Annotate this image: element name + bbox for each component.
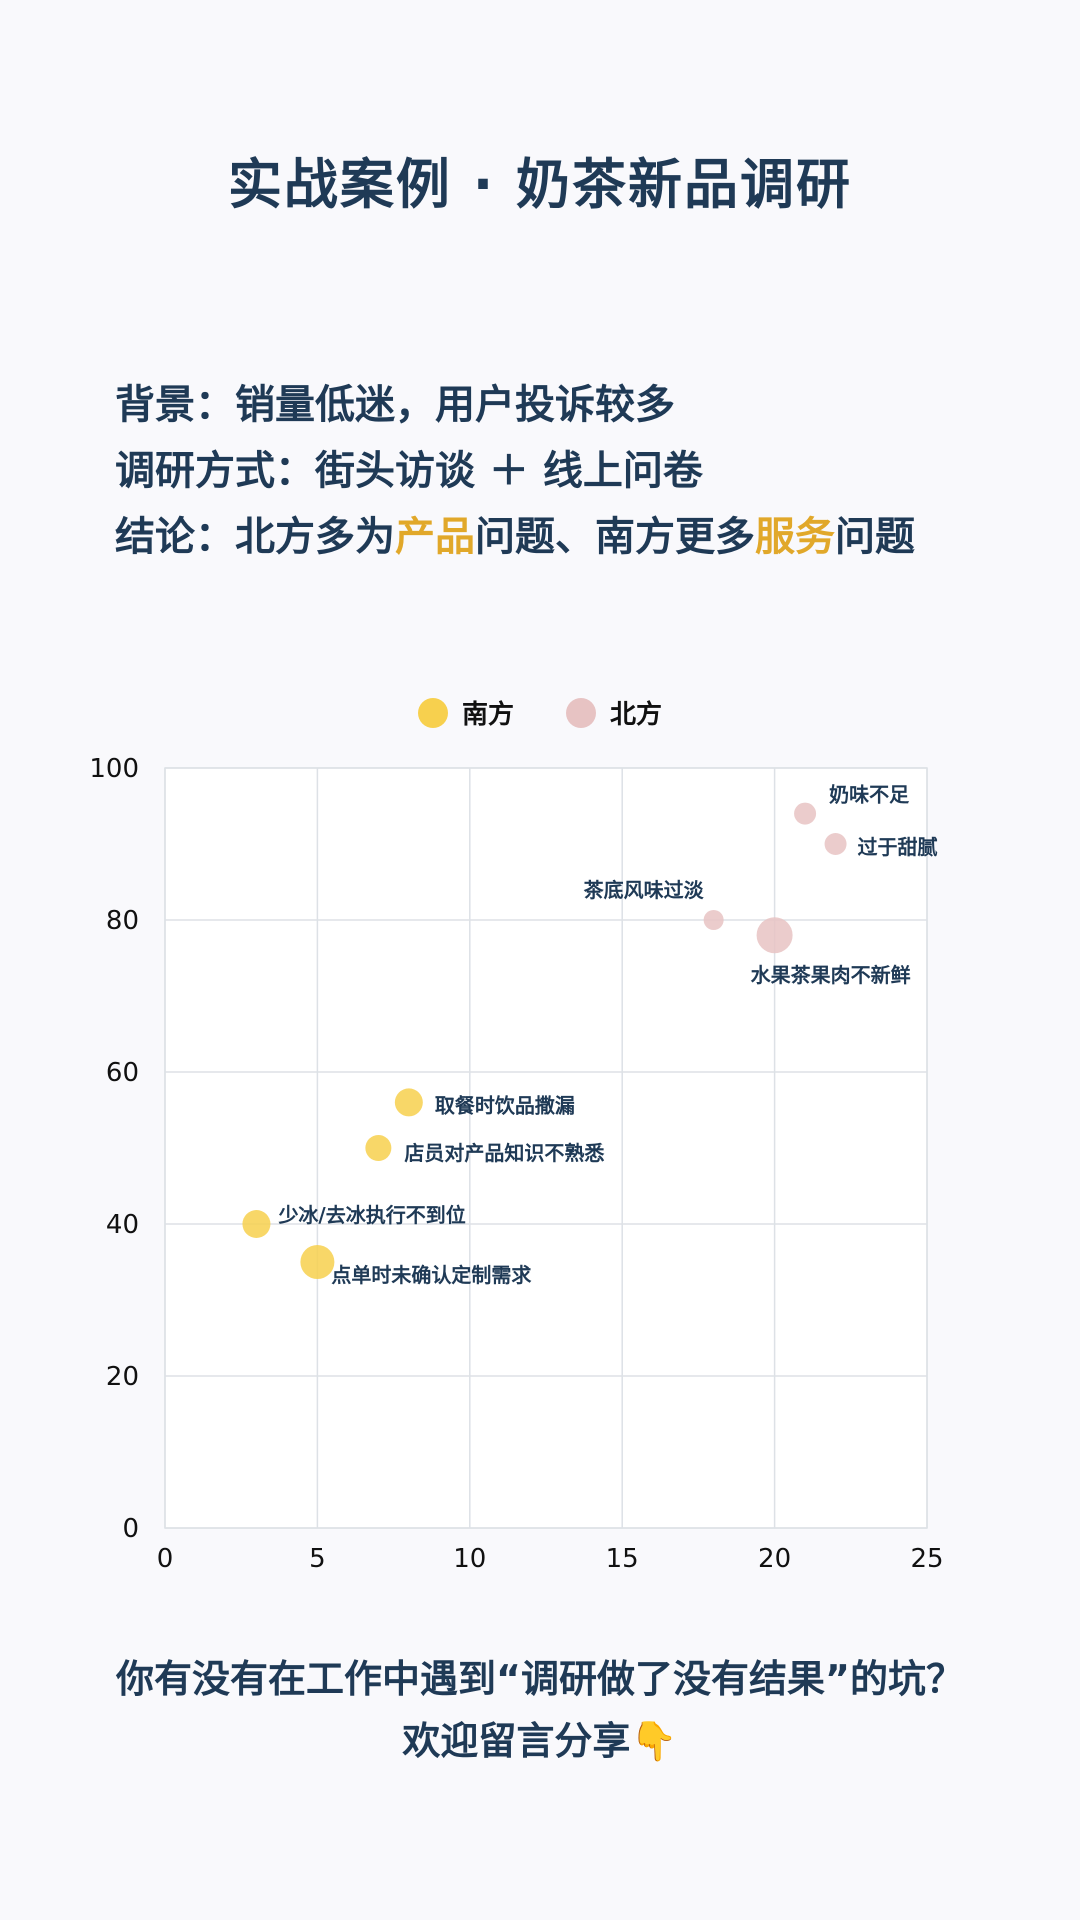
footer-question: 你有没有在工作中遇到“调研做了没有结果”的坑？: [116, 1657, 964, 1701]
legend-south: 南方: [417, 694, 514, 731]
data-point: [794, 802, 817, 825]
data-label: 少冰/去冰执行不到位: [277, 1203, 465, 1227]
data-point: [703, 910, 724, 930]
footer-invite: 欢迎留言分享👇: [402, 1719, 678, 1763]
page-title: 实战案例 · 奶茶新品调研: [227, 153, 853, 216]
y-tick-label: 0: [122, 1514, 139, 1544]
legend-south-marker: [417, 697, 448, 728]
background-line: 背景：销量低迷，用户投诉较多: [115, 382, 675, 428]
data-label: 过于甜腻: [858, 835, 938, 859]
legend-north-label: 北方: [610, 700, 663, 730]
data-label: 奶味不足: [829, 783, 910, 807]
conclusion-prefix: 结论：北方多为: [115, 514, 395, 560]
data-label: 水果茶果肉不新鲜: [751, 963, 911, 987]
conclusion-suffix: 问题: [835, 514, 915, 560]
data-point: [394, 1088, 423, 1117]
data-point: [300, 1245, 335, 1279]
chart-legend: 南方 北方: [0, 694, 1080, 731]
background-info: 背景：销量低迷，用户投诉较多 调研方式：街头访谈 ＋ 线上问卷 结论：北方多为产…: [115, 372, 1065, 570]
method-line: 调研方式：街头访谈 ＋ 线上问卷: [115, 448, 703, 494]
x-tick-label: 15: [606, 1544, 639, 1574]
y-tick-label: 80: [106, 906, 139, 936]
highlight-product: 产品: [395, 514, 475, 560]
data-label: 茶底风味过淡: [584, 878, 705, 902]
data-label: 取餐时饮品撒漏: [435, 1093, 575, 1117]
data-label: 店员对产品知识不熟悉: [404, 1141, 605, 1165]
x-tick-label: 20: [758, 1544, 791, 1574]
legend-south-label: 南方: [461, 700, 514, 730]
x-tick-label: 0: [157, 1544, 174, 1574]
data-point: [365, 1135, 392, 1161]
y-tick-label: 20: [106, 1362, 139, 1392]
footer-cta: 你有没有在工作中遇到“调研做了没有结果”的坑？ 欢迎留言分享👇: [0, 1648, 1080, 1772]
highlight-service: 服务: [755, 514, 835, 560]
legend-north-marker: [566, 697, 596, 728]
plot-area: [164, 767, 928, 1529]
data-point: [242, 1210, 271, 1238]
x-tick-label: 25: [910, 1544, 943, 1574]
conclusion-mid: 问题、南方更多: [475, 514, 755, 560]
x-tick-label: 5: [309, 1544, 326, 1574]
scatter-chart: 0 5 10 15 20 25 0 20 40 60 80 100 取餐时饮品撒漏店员对产品知识不熟悉少…: [89, 754, 943, 1574]
legend-north: 北方: [566, 694, 662, 731]
x-tick-label: 10: [453, 1544, 486, 1574]
y-tick-label: 40: [106, 1210, 139, 1240]
data-label: 点单时未确认定制需求: [331, 1263, 532, 1287]
data-point: [824, 833, 847, 855]
conclusion-line: 结论：北方多为产品问题、南方更多服务问题: [115, 504, 1065, 570]
y-tick-label: 60: [106, 1058, 139, 1088]
y-tick-label: 100: [89, 754, 139, 784]
data-point: [756, 917, 793, 954]
